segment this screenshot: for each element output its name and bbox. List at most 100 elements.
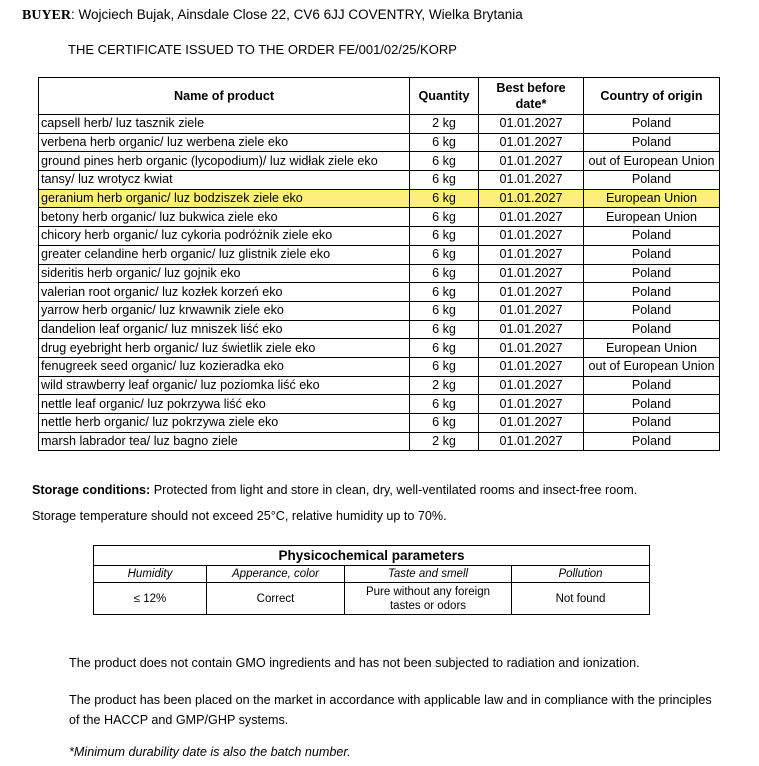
- best-before: 01.01.2027: [478, 431, 584, 452]
- table-row: dandelion leaf organic/ luz mniszek liść…: [38, 319, 720, 340]
- country-of-origin: Poland: [583, 394, 720, 414]
- best-before: 01.01.2027: [478, 114, 584, 134]
- product-name: fenugreek seed organic/ luz kozieradka e…: [38, 356, 410, 377]
- table-row: tansy/ luz wrotycz kwiat 6 kg 01.01.2027 Po…: [38, 170, 720, 190]
- order-title: THE CERTIFICATE ISSUED TO THE ORDER FE/0…: [68, 42, 457, 57]
- best-before: 01.01.2027: [478, 282, 584, 302]
- country-of-origin: Poland: [583, 375, 720, 396]
- table-row: sideritis herb organic/ luz gojnik eko 6 …: [38, 263, 720, 284]
- country-of-origin: Poland: [583, 319, 720, 340]
- best-before: 01.01.2027: [478, 170, 584, 190]
- physico-header: Taste and smell: [344, 565, 512, 583]
- header-best-before: Best before date*: [478, 77, 584, 115]
- storage-text: Protected from light and store in clean,…: [150, 483, 638, 497]
- product-name: geranium herb organic/ luz bodziszek zie…: [38, 188, 410, 209]
- buyer-line: BUYER: Wojciech Bujak, Ainsdale Close 22…: [22, 7, 523, 24]
- physico-header: Apperance, color: [206, 565, 345, 583]
- best-before: 01.01.2027: [478, 394, 584, 414]
- best-before: 01.01.2027: [478, 356, 584, 377]
- table-row: chicory herb organic/ luz cykoria podróż…: [38, 226, 720, 246]
- quantity: 6 kg: [409, 151, 479, 172]
- header-quantity: Quantity: [409, 77, 479, 115]
- best-before: 01.01.2027: [478, 207, 584, 228]
- country-of-origin: European Union: [583, 188, 720, 209]
- country-of-origin: Poland: [583, 413, 720, 433]
- quantity: 6 kg: [409, 132, 479, 153]
- product-name: nettle leaf organic/ luz pokrzywa liść e…: [38, 394, 410, 414]
- haccp-statement: The product has been placed on the marke…: [69, 693, 712, 727]
- country-of-origin: Poland: [583, 431, 720, 452]
- product-name: tansy/ luz wrotycz kwiat: [38, 170, 410, 190]
- table-row: verbena herb organic/ luz werbena ziele …: [38, 132, 720, 153]
- country-of-origin: European Union: [583, 338, 720, 358]
- product-name: capsell herb/ luz tasznik ziele: [38, 114, 410, 134]
- best-before: 01.01.2027: [478, 244, 584, 265]
- best-before: 01.01.2027: [478, 132, 584, 153]
- product-name: nettle herb organic/ luz pokrzywa ziele …: [38, 413, 410, 433]
- country-of-origin: Poland: [583, 170, 720, 190]
- product-name: marsh labrador tea/ luz bagno ziele: [38, 431, 410, 452]
- table-row: betony herb organic/ luz bukwica ziele e…: [38, 207, 720, 228]
- physico-header: Pollution: [511, 565, 650, 583]
- quantity: 6 kg: [409, 300, 479, 321]
- country-of-origin: Poland: [583, 226, 720, 246]
- table-row: nettle herb organic/ luz pokrzywa ziele …: [38, 413, 720, 433]
- best-before: 01.01.2027: [478, 413, 584, 433]
- country-of-origin: Poland: [583, 282, 720, 302]
- product-name: dandelion leaf organic/ luz mniszek liść…: [38, 319, 410, 340]
- best-before: 01.01.2027: [478, 151, 584, 172]
- physicochemical-table: Physicochemical parameters Humidity Appe…: [93, 545, 650, 615]
- country-of-origin: out of European Union: [583, 356, 720, 377]
- product-name: drug eyebright herb organic/ luz świetli…: [38, 338, 410, 358]
- storage-temperature: Storage temperature should not exceed 25…: [32, 509, 447, 523]
- country-of-origin: Poland: [583, 132, 720, 153]
- quantity: 6 kg: [409, 263, 479, 284]
- physico-value: Pure without any foreign tastes or odors: [344, 582, 512, 615]
- table-row: wild strawberry leaf organic/ luz poziom…: [38, 375, 720, 396]
- header-name: Name of product: [38, 77, 410, 115]
- best-before: 01.01.2027: [478, 263, 584, 284]
- country-of-origin: Poland: [583, 114, 720, 134]
- best-before: 01.01.2027: [478, 300, 584, 321]
- country-of-origin: Poland: [583, 263, 720, 284]
- country-of-origin: Poland: [583, 300, 720, 321]
- product-name: sideritis herb organic/ luz gojnik eko: [38, 263, 410, 284]
- product-name: ground pines herb organic (lycopodium)/ …: [38, 151, 410, 172]
- product-name: wild strawberry leaf organic/ luz poziom…: [38, 375, 410, 396]
- physico-value: Not found: [511, 582, 650, 615]
- storage-label: Storage conditions:: [32, 483, 151, 497]
- table-row: geranium herb organic/ luz bodziszek zie…: [38, 188, 720, 209]
- buyer-label: BUYER: [22, 8, 72, 23]
- header-country: Country of origin: [583, 77, 720, 115]
- quantity: 2 kg: [409, 114, 479, 134]
- table-row: fenugreek seed organic/ luz kozieradka e…: [38, 356, 720, 377]
- product-name: chicory herb organic/ luz cykoria podróż…: [38, 226, 410, 246]
- footnote: *Minimum durability date is also the bat…: [69, 745, 351, 759]
- product-name: greater celandine herb organic/ luz glis…: [38, 244, 410, 265]
- quantity: 6 kg: [409, 319, 479, 340]
- quantity: 6 kg: [409, 356, 479, 377]
- best-before: 01.01.2027: [478, 375, 584, 396]
- best-before: 01.01.2027: [478, 226, 584, 246]
- table-row: greater celandine herb organic/ luz glis…: [38, 244, 720, 265]
- product-name: verbena herb organic/ luz werbena ziele …: [38, 132, 410, 153]
- physico-header: Humidity: [93, 565, 207, 583]
- storage-conditions: Storage conditions: Protected from light…: [32, 483, 637, 497]
- product-name: valerian root organic/ luz kozłek korzeń…: [38, 282, 410, 302]
- table-row: valerian root organic/ luz kozłek korzeń…: [38, 282, 720, 302]
- buyer-address: : Wojciech Bujak, Ainsdale Close 22, CV6…: [71, 7, 523, 22]
- product-name: yarrow herb organic/ luz krwawnik ziele …: [38, 300, 410, 321]
- country-of-origin: European Union: [583, 207, 720, 228]
- best-before: 01.01.2027: [478, 338, 584, 358]
- country-of-origin: Poland: [583, 244, 720, 265]
- table-row: marsh labrador tea/ luz bagno ziele 2 kg 0…: [38, 431, 720, 452]
- quantity: 2 kg: [409, 431, 479, 452]
- physico-value: ≤ 12%: [93, 582, 207, 615]
- table-row: ground pines herb organic (lycopodium)/ …: [38, 151, 720, 172]
- products-table: Name of product Quantity Best before dat…: [38, 77, 720, 452]
- quantity: 6 kg: [409, 170, 479, 190]
- quantity: 6 kg: [409, 413, 479, 433]
- physico-title: Physicochemical parameters: [93, 545, 650, 566]
- table-row: capsell herb/ luz tasznik ziele 2 kg 01.01…: [38, 114, 720, 134]
- physico-value: Correct: [206, 582, 345, 615]
